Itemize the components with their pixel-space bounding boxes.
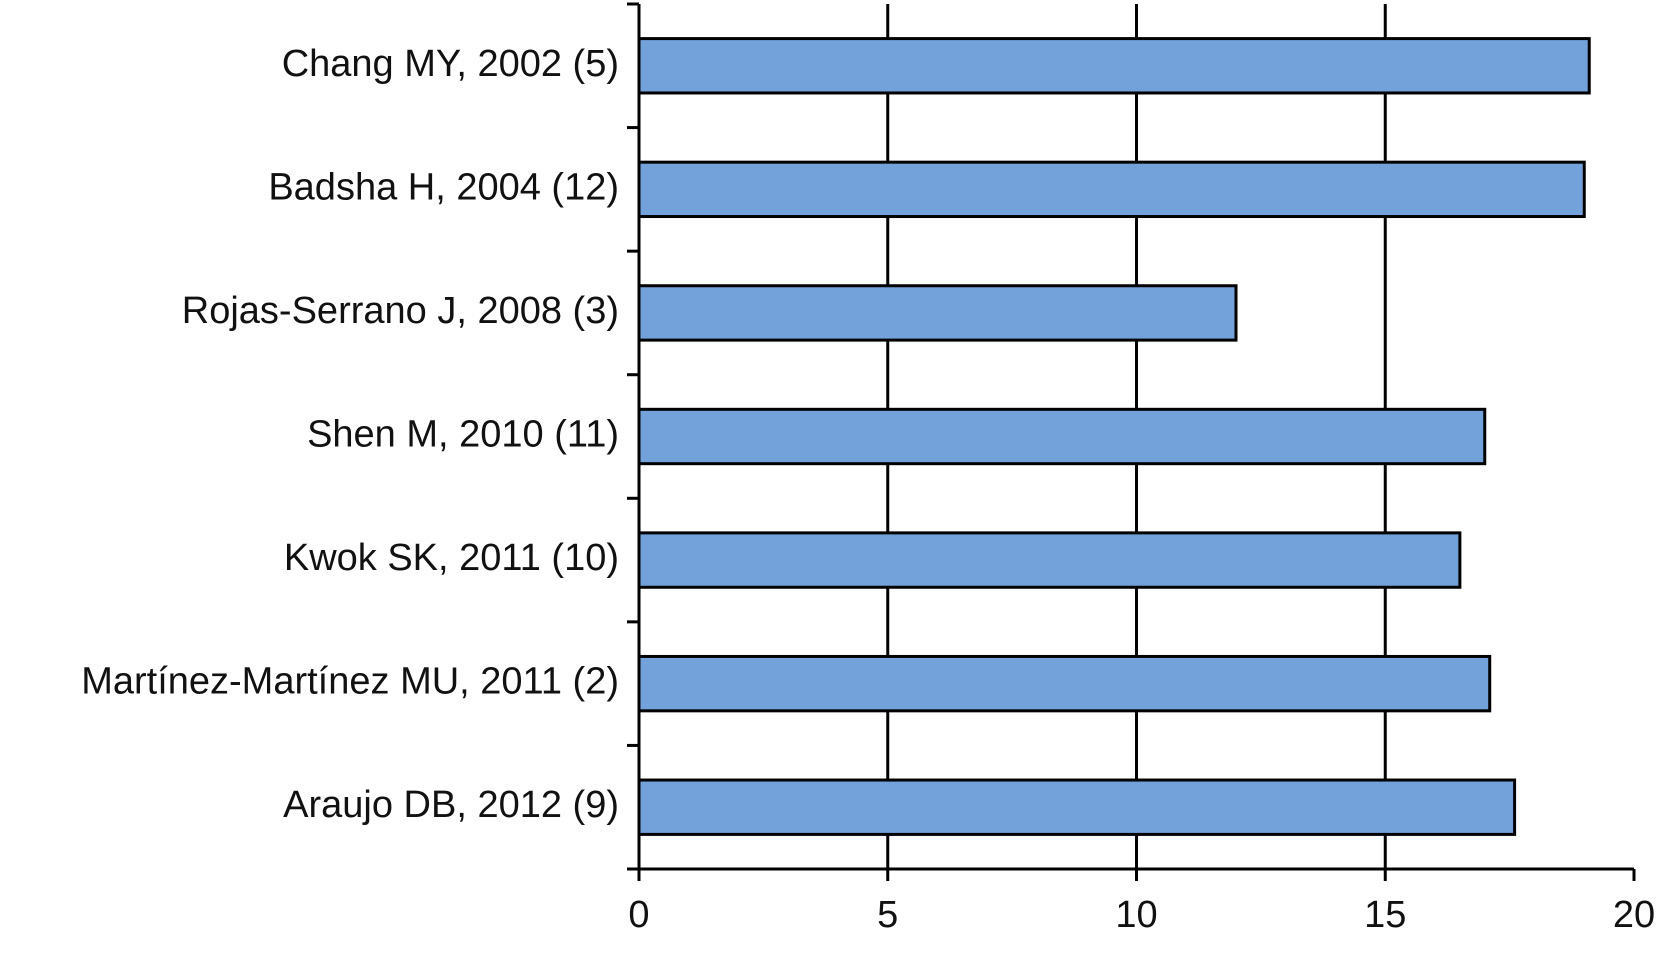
x-tick-label: 15 (1364, 894, 1406, 936)
bar (637, 778, 1517, 836)
x-tick-label: 10 (1115, 894, 1157, 936)
bar (637, 37, 1591, 95)
y-tick-label: Shen M, 2010 (11) (307, 414, 619, 456)
y-tick-label: Chang MY, 2002 (5) (282, 43, 619, 85)
y-tick-label: Badsha H, 2004 (12) (268, 166, 619, 208)
y-tick-label: Rojas-Serrano J, 2008 (3) (182, 290, 619, 332)
y-tick-label: Kwok SK, 2011 (10) (284, 537, 619, 579)
bar (637, 531, 1462, 589)
bar (637, 284, 1238, 342)
bar (637, 407, 1487, 466)
y-tick-label: Araujo DB, 2012 (9) (283, 784, 619, 826)
bar (637, 160, 1586, 219)
y-tick-label: Martínez-Martínez MU, 2011 (2) (81, 661, 619, 703)
bar (637, 654, 1492, 713)
x-tick-label: 0 (628, 894, 649, 936)
x-tick-label: 5 (877, 894, 898, 936)
x-tick-label: 20 (1613, 894, 1655, 936)
